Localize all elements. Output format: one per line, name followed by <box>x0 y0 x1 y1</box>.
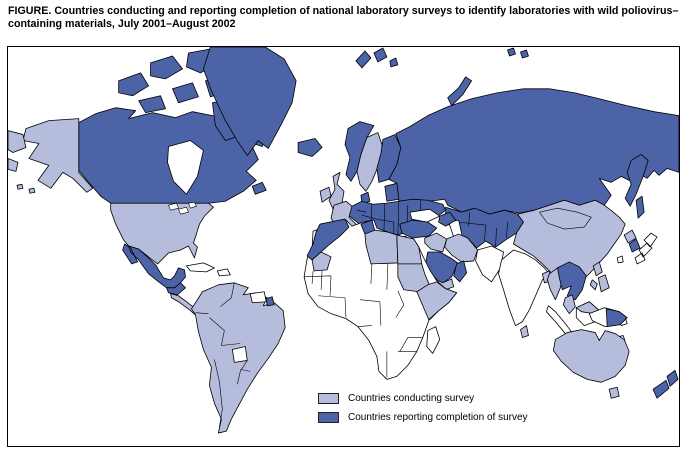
map-frame: Countries conducting survey Countries re… <box>7 46 680 447</box>
caucasus-states <box>438 211 457 227</box>
country-papua-new-guinea <box>605 308 628 327</box>
horn-of-africa <box>416 281 458 321</box>
black-sea <box>409 208 441 223</box>
africa-borders <box>304 263 423 378</box>
country-greenland <box>203 47 297 156</box>
mongolia-border <box>458 207 592 247</box>
baltic-states <box>384 182 400 202</box>
world-map <box>8 47 679 434</box>
indochina <box>556 261 587 301</box>
country-iceland <box>297 138 323 157</box>
country-egypt <box>396 234 423 265</box>
hudson-bay <box>167 140 204 195</box>
great-lakes <box>168 201 197 215</box>
country-india <box>498 249 550 327</box>
svalbard <box>355 47 399 69</box>
bering-islands <box>8 130 36 194</box>
tasmania <box>608 386 620 399</box>
country-finland <box>376 134 402 183</box>
alaska <box>22 118 94 193</box>
newfoundland <box>251 181 267 195</box>
map-legend: Countries conducting survey Countries re… <box>318 392 528 430</box>
novaya-zemlya <box>447 76 473 107</box>
country-north-korea <box>623 229 637 244</box>
south-america-borders <box>195 282 251 428</box>
completed-swatch <box>318 411 339 423</box>
conducting-swatch <box>318 392 339 404</box>
country-cuba <box>186 262 215 273</box>
figure-title: FIGURE. Countries conducting and reporti… <box>8 5 689 31</box>
country-iran <box>444 233 478 263</box>
country-mauritania <box>311 251 332 272</box>
legend-item-completed: Countries reporting completion of survey <box>318 411 528 423</box>
country-australia <box>552 329 630 383</box>
legend-item-conducting: Countries conducting survey <box>318 392 528 404</box>
hispaniola-island <box>216 268 231 277</box>
country-guatemala <box>166 282 186 296</box>
country-libya <box>364 229 399 265</box>
afghanistan-pakistan <box>475 245 504 283</box>
malay-peninsula <box>562 294 576 315</box>
country-japan <box>634 232 658 265</box>
country-united-states <box>110 202 214 265</box>
sakhalin-island <box>635 195 645 219</box>
syria-iraq <box>424 232 448 253</box>
country-sri-lanka <box>520 325 529 338</box>
country-paraguay <box>231 346 248 363</box>
completed-label: Countries reporting completion of survey <box>348 411 528 423</box>
country-sweden <box>356 132 384 192</box>
figure-title-text: Countries conducting and reporting compl… <box>8 5 679 30</box>
figure-label: FIGURE. <box>8 5 52 17</box>
country-madagascar <box>426 326 441 354</box>
country-taiwan <box>616 255 624 264</box>
guyana-suriname <box>249 291 267 304</box>
country-oman <box>453 260 468 283</box>
country-russia <box>388 88 679 215</box>
country-new-zealand <box>652 369 679 399</box>
country-french-guiana <box>265 296 275 307</box>
kamchatka <box>624 154 649 207</box>
country-philippines <box>589 261 610 293</box>
country-turkey <box>399 219 438 239</box>
country-mexico <box>122 243 186 289</box>
country-south-korea <box>628 238 641 253</box>
conducting-label: Countries conducting survey <box>348 392 475 404</box>
franz-josef-islands <box>507 47 529 59</box>
